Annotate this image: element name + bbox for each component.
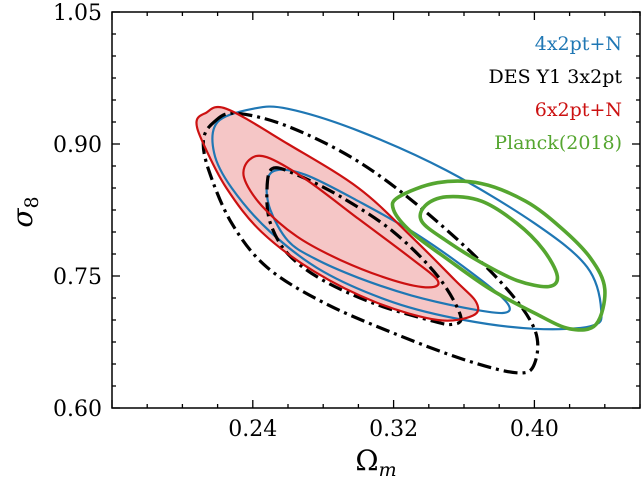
- y-tick-label-2: 0.90: [53, 133, 102, 158]
- x-axis-label: Ωm: [355, 444, 396, 481]
- legend-label-planck: Planck(2018): [494, 132, 622, 154]
- y-tick-label-1: 0.75: [53, 265, 102, 290]
- contours-layer: [195, 105, 607, 375]
- x-tick-label-2: 0.40: [510, 417, 559, 442]
- y-tick-label-3: 1.05: [53, 1, 102, 26]
- y-axis-symbol: σ: [6, 208, 39, 228]
- y-axis-label: σ8: [6, 196, 43, 227]
- legend-label-des-y1: DES Y1 3x2pt: [488, 66, 622, 88]
- contour-line-des-y1-3x2pt-68: [265, 166, 463, 327]
- contour-line-planck-2018-68: [418, 194, 560, 289]
- contour-line-6x2pt-n-68: [242, 154, 440, 289]
- contour-line-des-y1-3x2pt-95: [201, 111, 540, 375]
- x-tick-label-1: 0.32: [369, 417, 418, 442]
- contour-line-6x2pt-n-95: [195, 105, 480, 322]
- fills-layer: [196, 107, 479, 321]
- y-tick-labels: 0.60 0.75 0.90 1.05: [53, 1, 102, 422]
- y-axis-subscript: 8: [21, 196, 43, 208]
- contour-fill-6x2pt-n-95: [196, 107, 479, 321]
- ticks-layer: [111, 11, 641, 409]
- legend: 4x2pt+N DES Y1 3x2pt 6x2pt+N Planck(2018…: [488, 33, 622, 154]
- x-tick-label-0: 0.24: [228, 417, 277, 442]
- x-tick-labels: 0.24 0.32 0.40: [228, 417, 559, 442]
- x-axis-symbol: Ω: [355, 444, 378, 477]
- x-axis-subscript: m: [379, 459, 397, 481]
- contour-line-planck-2018-95: [390, 179, 607, 332]
- legend-label-6x2pt: 6x2pt+N: [535, 99, 622, 121]
- legend-label-4x2pt: 4x2pt+N: [535, 33, 622, 55]
- y-tick-label-0: 0.60: [53, 397, 102, 422]
